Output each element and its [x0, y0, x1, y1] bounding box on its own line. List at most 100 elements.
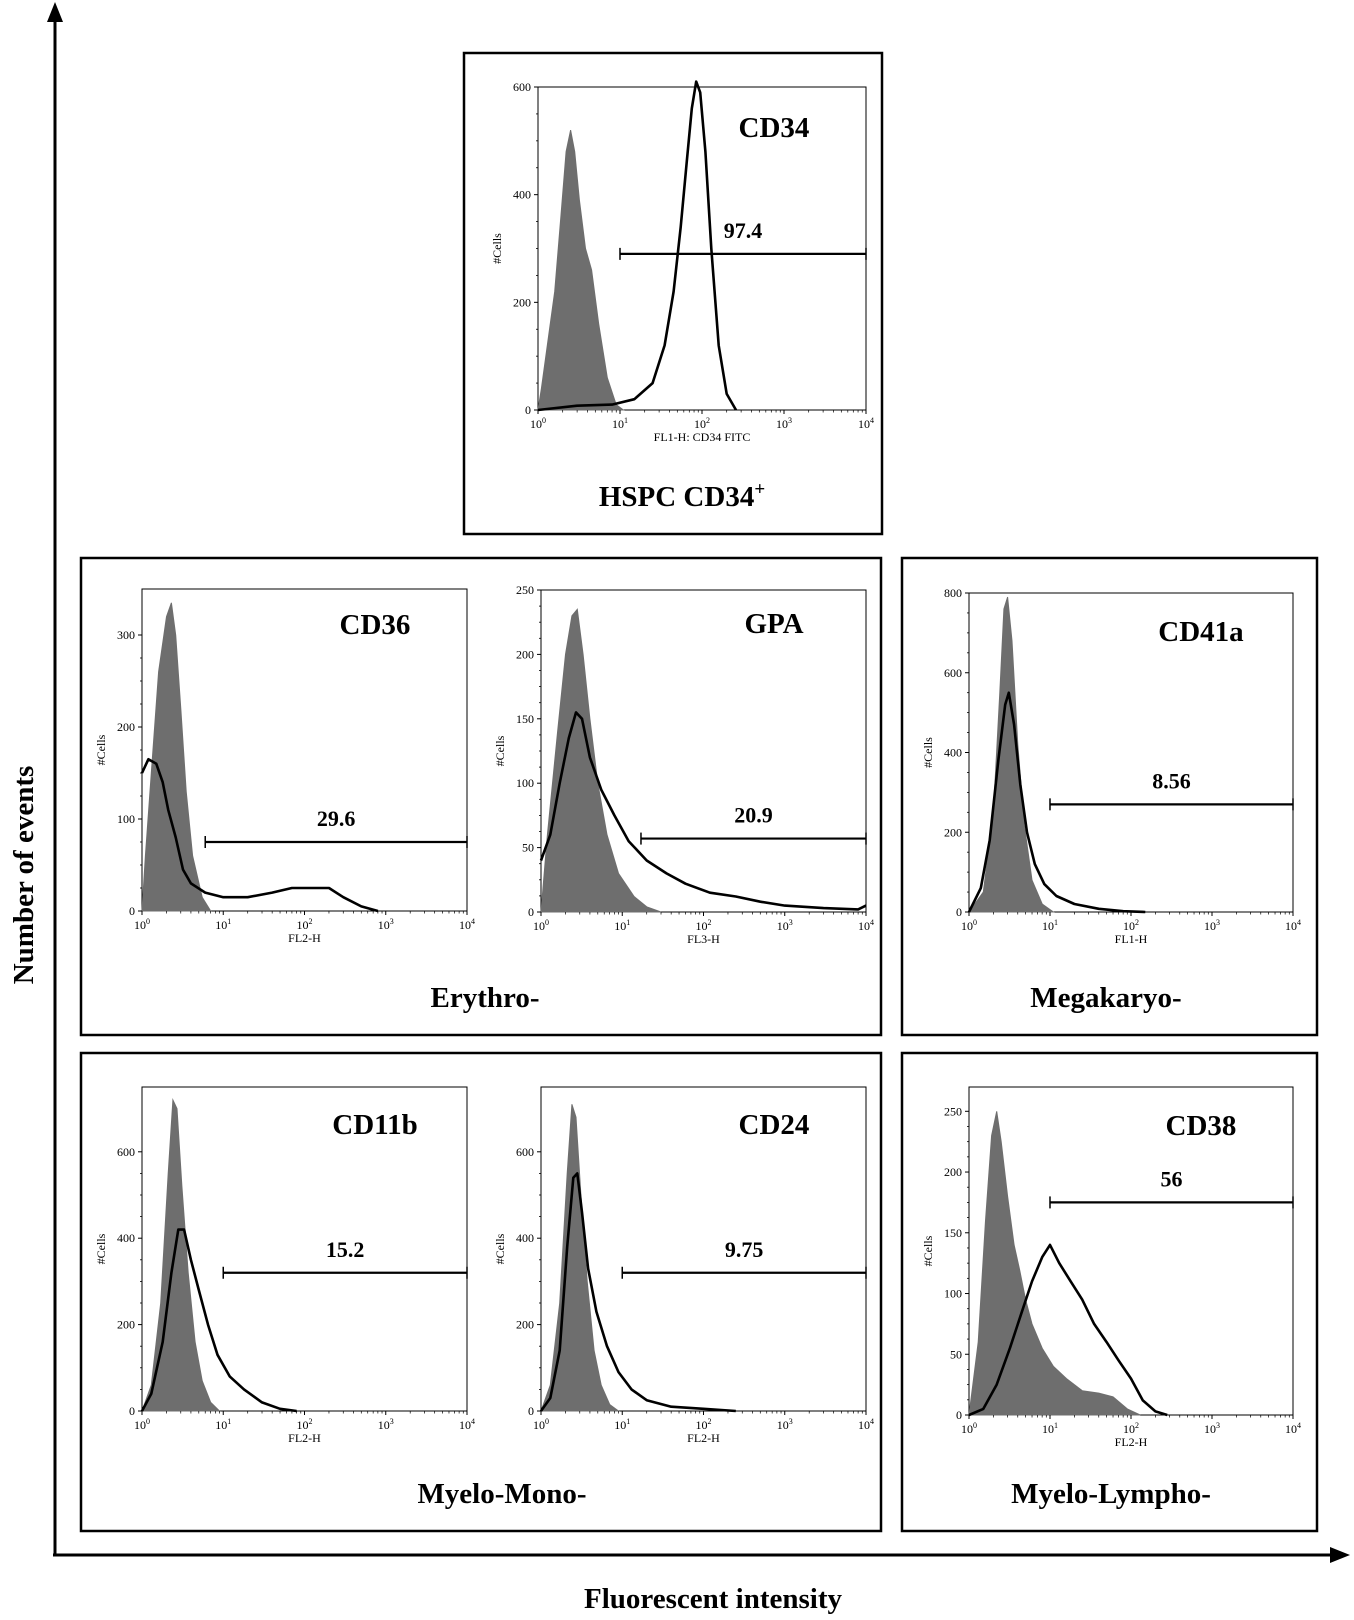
group-label-myelolympho: Myelo-Lympho- [1011, 1478, 1211, 1510]
x-tick-exponent: 4 [1297, 1421, 1301, 1430]
x-tick-exponent: 0 [545, 1417, 549, 1426]
x-tick-base: 10 [614, 1418, 626, 1432]
x-tick-label-cd11b: 103 [378, 1417, 394, 1432]
x-tick-base: 10 [776, 417, 788, 431]
x-tick-label-cd36: 104 [459, 917, 475, 932]
x-axis-label-cd38: FL2-H [1115, 1435, 1148, 1449]
x-tick-base: 10 [777, 919, 789, 933]
gate-value-cd34: 97.4 [724, 218, 763, 243]
x-tick-label-cd34: 102 [694, 416, 710, 431]
x-tick-exponent: 3 [390, 1417, 394, 1426]
x-tick-base: 10 [1123, 919, 1135, 933]
x-tick-exponent: 2 [309, 917, 313, 926]
x-tick-label-cd36: 101 [215, 917, 231, 932]
x-tick-label-cd24: 103 [777, 1417, 793, 1432]
group-box-hspc [462, 51, 884, 536]
x-tick-label-gpa: 102 [696, 918, 712, 933]
group-label-erythro: Erythro- [430, 982, 539, 1014]
x-axis-label-cd11b: FL2-H [288, 1431, 321, 1445]
x-tick-label-cd24: 100 [533, 1417, 549, 1432]
x-tick-label-cd36: 102 [297, 917, 313, 932]
x-tick-base: 10 [1123, 1422, 1135, 1436]
isotype-histogram-gpa [540, 608, 662, 913]
x-tick-exponent: 1 [1054, 1421, 1058, 1430]
x-tick-label-cd24: 102 [696, 1417, 712, 1432]
isotype-histogram-cd24 [540, 1104, 621, 1412]
x-tick-label-cd36: 100 [134, 917, 150, 932]
x-tick-exponent: 4 [471, 917, 475, 926]
x-tick-exponent: 3 [789, 918, 793, 927]
x-tick-exponent: 0 [542, 416, 546, 425]
x-tick-label-gpa: 104 [858, 918, 874, 933]
y-tick-label-gpa: 50 [522, 841, 534, 855]
x-axis-label-cd36: FL2-H [288, 931, 321, 945]
x-tick-base: 10 [858, 919, 870, 933]
stained-histogram-cd41a [967, 691, 1146, 914]
x-tick-base: 10 [961, 919, 973, 933]
stained-histogram-gpa [539, 711, 867, 911]
x-tick-label-cd41a: 101 [1042, 918, 1058, 933]
x-tick-base: 10 [858, 1418, 870, 1432]
group-box-megakaryo [900, 556, 1319, 1037]
x-tick-label-gpa: 103 [777, 918, 793, 933]
x-tick-base: 10 [694, 417, 706, 431]
x-tick-exponent: 1 [626, 918, 630, 927]
x-tick-label-cd41a: 104 [1285, 918, 1301, 933]
x-tick-label-cd38: 102 [1123, 1421, 1139, 1436]
x-tick-exponent: 2 [708, 1417, 712, 1426]
x-tick-label-cd34: 101 [612, 416, 628, 431]
marker-title-cd36: CD36 [340, 609, 411, 641]
stained-histogram-cd24 [539, 1172, 736, 1413]
y-tick-label-cd38: 50 [950, 1347, 962, 1361]
x-tick-label-cd11b: 101 [215, 1417, 231, 1432]
y-axis-label-cd41a: #Cells [921, 737, 935, 768]
group-label-myelomono: Myelo-Mono- [417, 1478, 586, 1510]
y-tick-label-gpa: 250 [516, 583, 534, 597]
x-tick-label-cd24: 104 [858, 1417, 874, 1432]
stained-histogram-cd11b [140, 1228, 297, 1413]
isotype-histogram-cd34 [537, 129, 625, 411]
global-x-axis-label: Fluorescent intensity [584, 1583, 843, 1615]
x-tick-exponent: 2 [1135, 1421, 1139, 1430]
x-tick-base: 10 [215, 918, 227, 932]
x-tick-base: 10 [612, 417, 624, 431]
x-tick-exponent: 4 [1297, 918, 1301, 927]
y-axis-label-cd38: #Cells [921, 1235, 935, 1266]
x-tick-base: 10 [1042, 919, 1054, 933]
x-tick-base: 10 [1204, 1422, 1216, 1436]
x-tick-base: 10 [530, 417, 542, 431]
marker-title-cd24: CD24 [739, 1109, 810, 1141]
x-tick-base: 10 [533, 919, 545, 933]
x-tick-base: 10 [297, 918, 309, 932]
x-tick-label-cd11b: 102 [297, 1417, 313, 1432]
y-tick-label-cd24: 200 [516, 1318, 534, 1332]
stained-histogram-cd36 [140, 757, 379, 913]
y-tick-label-cd41a: 0 [956, 905, 962, 919]
x-tick-base: 10 [1285, 1422, 1297, 1436]
y-tick-label-cd34: 400 [513, 188, 531, 202]
gate-value-cd36: 29.6 [317, 806, 356, 831]
x-tick-label-cd24: 101 [614, 1417, 630, 1432]
x-tick-exponent: 1 [227, 1417, 231, 1426]
x-tick-base: 10 [459, 918, 471, 932]
y-tick-label-cd41a: 200 [944, 825, 962, 839]
y-tick-label-cd34: 0 [525, 403, 531, 417]
x-tick-label-gpa: 101 [614, 918, 630, 933]
y-axis-label-cd34: #Cells [490, 233, 504, 264]
y-tick-label-cd38: 200 [944, 1165, 962, 1179]
gate-value-cd41a: 8.56 [1152, 768, 1191, 793]
stained-histogram-cd34 [537, 80, 738, 412]
isotype-histogram-cd38 [968, 1111, 1141, 1416]
x-tick-label-cd38: 100 [961, 1421, 977, 1436]
y-tick-label-cd34: 600 [513, 80, 531, 94]
x-tick-label-cd34: 103 [776, 416, 792, 431]
x-tick-base: 10 [215, 1418, 227, 1432]
x-tick-exponent: 2 [309, 1417, 313, 1426]
y-axis-label-gpa: #Cells [493, 735, 507, 766]
x-tick-exponent: 4 [870, 416, 874, 425]
x-tick-base: 10 [378, 1418, 390, 1432]
